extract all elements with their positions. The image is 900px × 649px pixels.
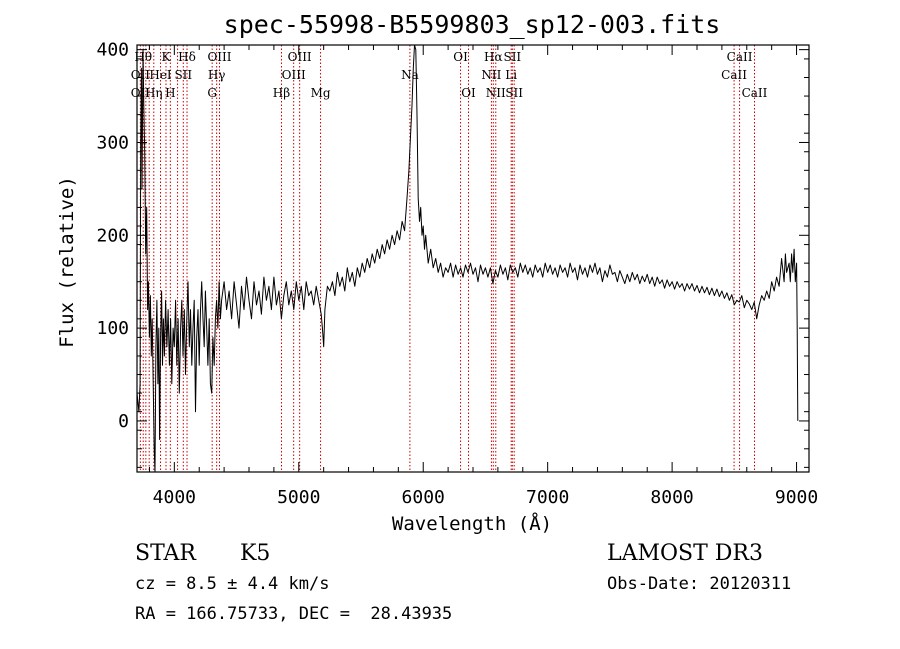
subclass-label: K5 [240,541,270,566]
line-label-22: Li [505,68,517,82]
y-tick-label-4: 400 [96,40,129,61]
y-axis-ticks: 0 100 200 300 400 [96,40,809,468]
line-label-15: Mg [311,86,331,100]
x-tick-label-1: 5000 [277,487,320,508]
coordinates-text: RA = 166.75733, DEC = 28.43935 [135,604,452,624]
line-label-17: OI [453,50,468,64]
line-label-24: SII [505,86,523,100]
line-label-11: G [207,86,217,100]
line-label-25: CaII [727,50,753,64]
y-axis-label: Flux (relative) [56,176,78,348]
line-label-5: HeI [149,68,172,82]
chart-title: spec-55998-B5599803_sp12-003.fits [224,10,721,39]
line-label-6: SII [174,68,192,82]
line-label-4: K [162,50,172,64]
line-label-9: OIII [207,50,231,64]
line-label-27: CaII [742,86,768,100]
line-markers [139,45,755,472]
x-axis-ticks: 4000 5000 6000 7000 8000 9000 [148,45,818,508]
y-tick-label-0: 0 [118,411,129,432]
line-label-18: OI [461,86,476,100]
line-label-3: Hη [145,86,163,100]
x-tick-label-2: 6000 [402,487,445,508]
spectrum-line-0 [136,44,799,473]
line-label-12: OIII [288,50,312,64]
line-label-26: CaII [721,68,747,82]
line-label-8: Hδ [178,50,196,64]
class-label: STAR [135,541,197,566]
line-label-21: NII [481,68,501,82]
y-tick-label-1: 100 [96,318,129,339]
x-tick-label-3: 7000 [526,487,569,508]
line-label-0: OII [131,86,151,100]
line-label-14: Hβ [273,86,290,100]
spectrum-series [136,44,799,473]
line-label-19: Hα [484,50,503,64]
line-label-13: OIII [282,68,306,82]
line-label-7: H [165,86,175,100]
line-label-23: NII [486,86,506,100]
x-tick-label-5: 9000 [775,487,818,508]
redshift-text: cz = 8.5 ± 4.4 km/s [135,574,329,594]
x-axis-label: Wavelength (Å) [392,512,552,535]
y-tick-label-2: 200 [96,225,129,246]
line-label-1: OII [131,68,151,82]
obs-date-text: Obs-Date: 20120311 [607,574,791,594]
line-label-10: Hγ [208,68,226,82]
survey-label: LAMOST DR3 [607,541,763,566]
x-tick-label-0: 4000 [153,487,196,508]
line-label-20: SII [503,50,521,64]
y-tick-label-3: 300 [96,132,129,153]
line-label-16: Na [401,68,419,82]
x-tick-label-4: 8000 [650,487,693,508]
